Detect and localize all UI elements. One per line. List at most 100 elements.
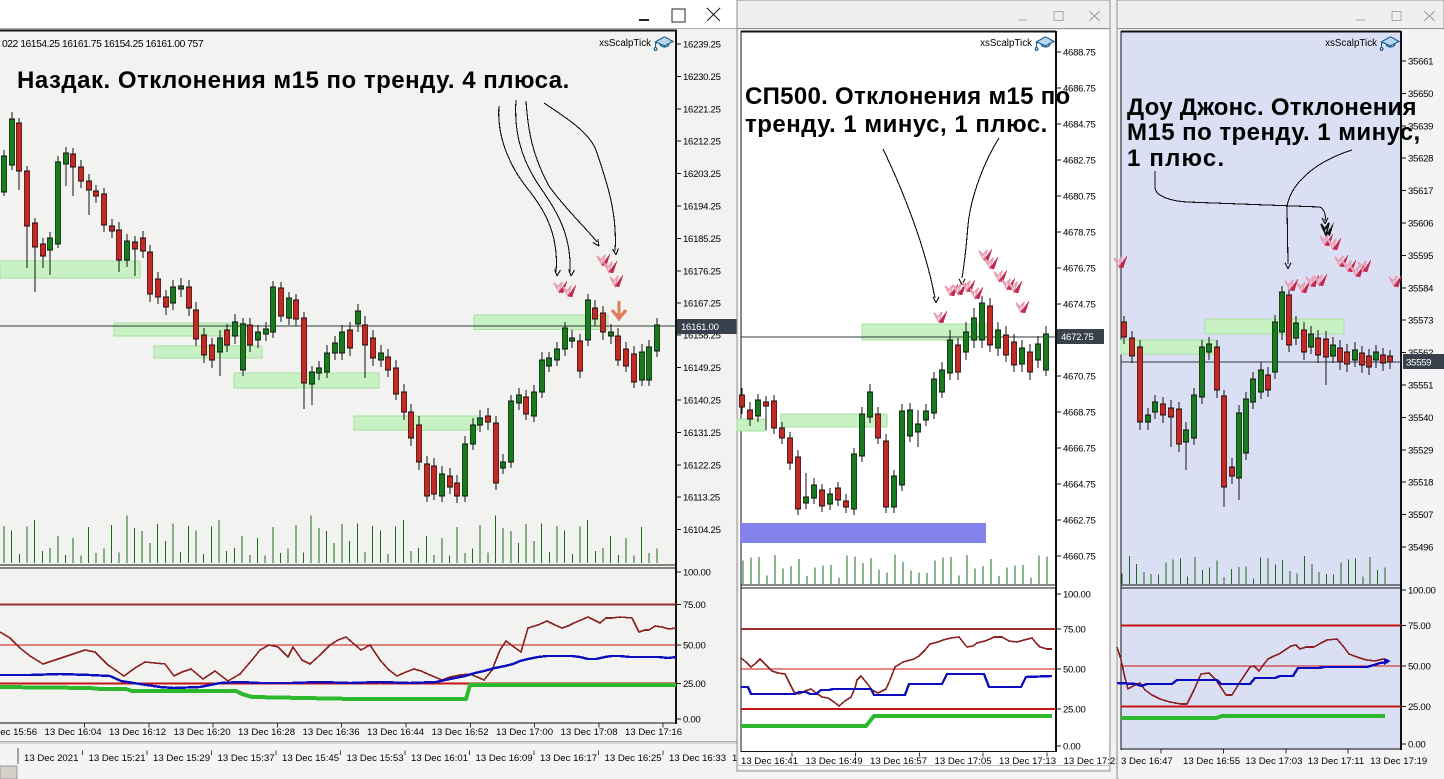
svg-text:Наздак. Отклонения м15 по трен: Наздак. Отклонения м15 по тренду. 4 плюс…	[17, 67, 570, 94]
svg-text:13 Dec 16:52: 13 Dec 16:52	[432, 727, 489, 738]
svg-text:35606: 35606	[1408, 219, 1433, 230]
svg-text:4686.75: 4686.75	[1063, 84, 1096, 95]
svg-text:4660.75: 4660.75	[1063, 552, 1096, 563]
svg-text:16158.25: 16158.25	[683, 331, 721, 342]
svg-text:16176.25: 16176.25	[683, 266, 721, 277]
svg-text:13 Dec 16:49: 13 Dec 16:49	[806, 756, 863, 767]
svg-text:16131.25: 16131.25	[683, 428, 721, 439]
svg-text:4688.75: 4688.75	[1063, 48, 1096, 59]
svg-text:16221.25: 16221.25	[683, 104, 721, 115]
svg-text:100.00: 100.00	[683, 568, 711, 579]
svg-text:xsScalpTick: xsScalpTick	[599, 38, 651, 49]
svg-text:13 Dec 16:33: 13 Dec 16:33	[669, 753, 726, 764]
svg-text:М15 по тренду. 1 минус,: М15 по тренду. 1 минус,	[1127, 119, 1421, 146]
svg-text:16140.25: 16140.25	[683, 396, 721, 407]
svg-text:13 Dec 17:21: 13 Dec 17:21	[1064, 756, 1121, 767]
svg-text:СП500. Отклонения м15 по: СП500. Отклонения м15 по	[745, 83, 1071, 110]
svg-text:1 плюс.: 1 плюс.	[1127, 145, 1225, 172]
svg-text:13 Dec 16:41: 13 Dec 16:41	[741, 756, 798, 767]
svg-text:13 Dec 16:17: 13 Dec 16:17	[540, 753, 597, 764]
svg-text:16167.25: 16167.25	[683, 299, 721, 310]
svg-text:100.00: 100.00	[1408, 586, 1436, 597]
svg-text:16161.00: 16161.00	[681, 322, 719, 333]
svg-text:35540: 35540	[1408, 413, 1433, 424]
svg-text:4682.75: 4682.75	[1063, 156, 1096, 167]
svg-text:13 Dec 17:03: 13 Dec 17:03	[1245, 756, 1302, 767]
svg-text:35573: 35573	[1408, 316, 1433, 327]
svg-text:4670.75: 4670.75	[1063, 372, 1096, 383]
svg-text:16230.25: 16230.25	[683, 72, 721, 83]
svg-text:35518: 35518	[1408, 478, 1433, 489]
svg-text:35628: 35628	[1408, 154, 1433, 165]
svg-text:13 Dec 16:12: 13 Dec 16:12	[109, 727, 166, 738]
svg-text:75.00: 75.00	[1408, 621, 1431, 632]
svg-text:4662.75: 4662.75	[1063, 516, 1096, 527]
svg-text:25.00: 25.00	[683, 679, 706, 690]
svg-text:13 Dec 16:57: 13 Dec 16:57	[870, 756, 927, 767]
svg-text:4684.75: 4684.75	[1063, 120, 1096, 131]
svg-text:13 Dec 15:29: 13 Dec 15:29	[153, 753, 210, 764]
svg-text:Доу Джонс. Отклонения: Доу Джонс. Отклонения	[1127, 94, 1417, 121]
svg-text:16194.25: 16194.25	[683, 202, 721, 213]
svg-text:75.00: 75.00	[683, 600, 706, 611]
svg-text:3 Dec 16:47: 3 Dec 16:47	[1121, 756, 1173, 767]
svg-text:022 16154.25 16161.75 16154.2: 022 16154.25 16161.75 16154.25 16161.00 …	[2, 39, 204, 50]
svg-text:13 Dec 15:53: 13 Dec 15:53	[347, 753, 404, 764]
svg-text:35496: 35496	[1408, 543, 1433, 554]
svg-text:0.00: 0.00	[1408, 740, 1425, 751]
svg-text:35551: 35551	[1408, 381, 1433, 392]
svg-text:xsScalpTick: xsScalpTick	[980, 38, 1032, 49]
svg-text:4668.75: 4668.75	[1063, 408, 1096, 419]
svg-text:25.00: 25.00	[1063, 705, 1086, 716]
svg-text:13 Dec 17:00: 13 Dec 17:00	[496, 727, 553, 738]
svg-text:4678.75: 4678.75	[1063, 228, 1096, 239]
svg-text:13 Dec 16:28: 13 Dec 16:28	[238, 727, 295, 738]
svg-text:13 Dec 17:13: 13 Dec 17:13	[999, 756, 1056, 767]
svg-text:0.00: 0.00	[1063, 742, 1080, 753]
svg-text:13 Dec 17:16: 13 Dec 17:16	[625, 727, 682, 738]
svg-text:13 Dec 17:11: 13 Dec 17:11	[1308, 756, 1364, 767]
svg-text:16212.25: 16212.25	[683, 137, 721, 148]
svg-text:35617: 35617	[1408, 186, 1433, 197]
svg-text:0.00: 0.00	[683, 715, 700, 726]
svg-text:4674.75: 4674.75	[1063, 300, 1096, 311]
svg-text:35529: 35529	[1408, 445, 1433, 456]
svg-text:35639: 35639	[1408, 121, 1433, 132]
svg-text:13 Dec 2021: 13 Dec 2021	[24, 753, 78, 764]
svg-text:16122.25: 16122.25	[683, 460, 721, 471]
svg-text:13 Dec 16:01: 13 Dec 16:01	[411, 753, 468, 764]
svg-text:4672.75: 4672.75	[1061, 332, 1094, 343]
svg-text:4680.75: 4680.75	[1063, 192, 1096, 203]
svg-text:4664.75: 4664.75	[1063, 480, 1096, 491]
svg-text:50.00: 50.00	[683, 641, 706, 652]
svg-text:13 Dec 15:56: 13 Dec 15:56	[0, 727, 37, 738]
svg-text:13 Dec 16:55: 13 Dec 16:55	[1183, 756, 1240, 767]
svg-text:13 Dec 16:04: 13 Dec 16:04	[45, 727, 103, 738]
svg-text:13 Dec 17:19: 13 Dec 17:19	[1370, 756, 1427, 767]
svg-text:13 Dec 15:21: 13 Dec 15:21	[89, 753, 146, 764]
svg-text:35595: 35595	[1408, 251, 1433, 262]
svg-text:100.00: 100.00	[1063, 590, 1091, 601]
svg-text:16149.25: 16149.25	[683, 363, 721, 374]
svg-text:35507: 35507	[1408, 510, 1433, 521]
svg-text:13 Dec 15:37: 13 Dec 15:37	[218, 753, 275, 764]
svg-text:xsScalpTick: xsScalpTick	[1325, 38, 1377, 49]
svg-text:4666.75: 4666.75	[1063, 444, 1096, 455]
svg-text:тренду. 1 минус, 1 плюс.: тренду. 1 минус, 1 плюс.	[745, 111, 1048, 138]
svg-text:13 Dec 16:20: 13 Dec 16:20	[174, 727, 231, 738]
svg-text:16185.25: 16185.25	[683, 234, 721, 245]
svg-text:35584: 35584	[1408, 283, 1434, 294]
svg-text:35562: 35562	[1408, 348, 1433, 359]
svg-text:50.00: 50.00	[1408, 662, 1431, 673]
svg-text:13 Dec 15:45: 13 Dec 15:45	[282, 753, 339, 764]
svg-text:13 Dec 17:05: 13 Dec 17:05	[935, 756, 992, 767]
svg-text:13 Dec 16:36: 13 Dec 16:36	[303, 727, 360, 738]
svg-text:50.00: 50.00	[1063, 665, 1086, 676]
svg-text:4676.75: 4676.75	[1063, 264, 1096, 275]
svg-text:13 Dec 17:08: 13 Dec 17:08	[561, 727, 618, 738]
svg-text:35559: 35559	[1406, 358, 1431, 369]
svg-text:16113.25: 16113.25	[683, 493, 720, 504]
svg-text:16239.25: 16239.25	[683, 40, 721, 51]
svg-text:75.00: 75.00	[1063, 625, 1086, 636]
svg-text:13 Dec 16:25: 13 Dec 16:25	[605, 753, 662, 764]
